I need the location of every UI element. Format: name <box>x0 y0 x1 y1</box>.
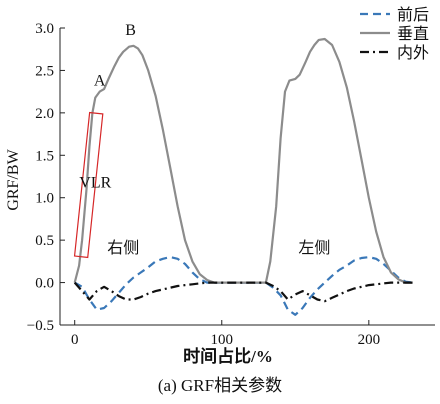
y-ticks: −0.5 0.0 0.5 1.0 1.5 2.0 2.5 3.0 <box>27 21 65 334</box>
legend-label: 内外 <box>397 44 429 62</box>
x-tick-label: 200 <box>358 332 381 348</box>
y-tick-label: 1.0 <box>35 191 54 207</box>
x-ticks: 0 100 200 <box>71 320 380 348</box>
y-tick-label: 1.5 <box>35 148 54 164</box>
vlr-box <box>73 111 104 259</box>
y-axis-label: GRF/BW <box>5 148 22 210</box>
x-tick-label: 100 <box>211 332 234 348</box>
x-tick-label: 0 <box>71 332 79 348</box>
annotation-label: VLR <box>79 175 111 192</box>
x-axis-label: 时间占比/% <box>183 346 273 366</box>
annotation-label: 右侧 <box>107 239 139 257</box>
series-layer <box>73 37 414 316</box>
annotation-label: B <box>125 22 136 39</box>
y-tick-label: 3.0 <box>35 21 54 37</box>
y-tick-label: 0.0 <box>35 276 54 292</box>
annotations: A B VLR 右侧 左侧 <box>79 22 330 257</box>
series-line-3 <box>73 281 413 303</box>
legend-label: 垂直 <box>397 25 429 43</box>
figure-caption: (a) GRF相关参数 <box>158 376 282 395</box>
legend-label: 前后 <box>397 6 429 24</box>
annotation-label: A <box>94 73 106 90</box>
annotation-label: 左侧 <box>298 239 330 257</box>
y-tick-label: −0.5 <box>27 318 54 334</box>
y-tick-label: 2.5 <box>35 63 54 79</box>
axes: −0.5 0.0 0.5 1.0 1.5 2.0 2.5 3.0 0 100 200 <box>27 21 435 348</box>
y-tick-label: 2.0 <box>35 106 54 122</box>
series-line-1 <box>74 256 414 316</box>
y-tick-label: 0.5 <box>35 233 54 249</box>
